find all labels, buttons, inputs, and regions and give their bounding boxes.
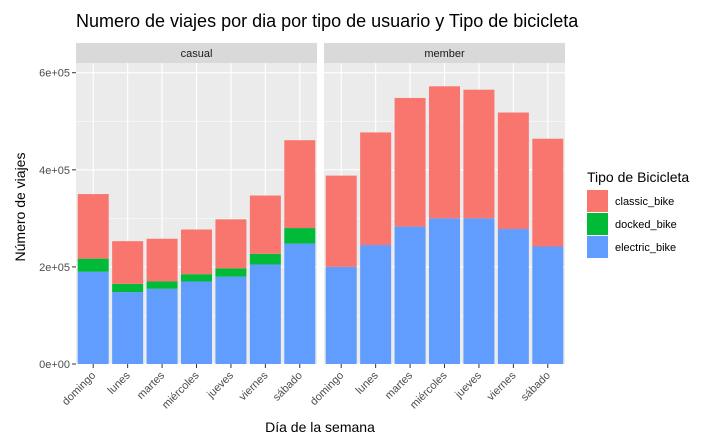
facet-strip-label: member — [424, 48, 465, 60]
bar-casual-lunes-classic_bike — [112, 241, 144, 284]
x-tick-label: martes — [383, 369, 416, 402]
chart-title: Numero de viajes por dia por tipo de usu… — [76, 11, 579, 31]
bar-member-lunes-electric_bike — [360, 245, 392, 364]
bar-casual-martes-electric_bike — [146, 288, 178, 364]
legend: Tipo de Bicicleta classic_bike docked_bik… — [587, 169, 689, 258]
bar-casual-viernes-docked_bike — [249, 253, 281, 265]
bar-casual-sábado-classic_bike — [284, 140, 316, 229]
x-tick-label: sábado — [271, 370, 305, 404]
bar-casual-sábado-docked_bike — [284, 228, 316, 244]
legend-key-electric_bike — [587, 236, 608, 258]
x-tick-label: jueves — [452, 369, 484, 401]
legend-key-docked_bike — [587, 213, 608, 235]
x-tick-label: martes — [135, 369, 168, 402]
facet-strip — [76, 43, 317, 63]
bar-member-viernes-classic_bike — [497, 112, 529, 230]
bar-casual-lunes-docked_bike — [112, 283, 144, 293]
bar-casual-martes-classic_bike — [146, 238, 178, 282]
bar-casual-jueves-classic_bike — [215, 219, 247, 269]
facet-strip-label: casual — [181, 48, 213, 60]
bar-member-lunes-classic_bike — [360, 132, 392, 246]
legend-label-docked_bike: docked_bike — [615, 219, 677, 231]
legend-title: Tipo de Bicicleta — [587, 169, 689, 185]
bar-casual-jueves-docked_bike — [215, 268, 247, 277]
x-tick-label: sábado — [519, 370, 553, 404]
x-tick-label: viernes — [485, 369, 519, 403]
y-axis-title: Número de viajes — [12, 153, 28, 262]
bar-casual-viernes-classic_bike — [249, 195, 281, 254]
bar-casual-martes-docked_bike — [146, 281, 178, 289]
bar-member-sábado-classic_bike — [532, 138, 564, 247]
bar-casual-domingo-electric_bike — [77, 271, 109, 364]
x-tick-label: domingo — [308, 370, 346, 408]
bar-member-sábado-electric_bike — [532, 246, 564, 364]
bar-member-jueves-classic_bike — [463, 89, 495, 219]
bar-casual-domingo-docked_bike — [77, 258, 109, 272]
legend-label-electric_bike: electric_bike — [615, 242, 676, 254]
y-axis: 0e+00 2e+05 4e+05 6e+05 — [39, 68, 76, 371]
x-tick-label: viernes — [237, 369, 271, 403]
bar-casual-jueves-electric_bike — [215, 276, 247, 364]
bar-casual-miércoles-classic_bike — [181, 229, 212, 275]
x-tick-label: lunes — [354, 369, 381, 396]
bar-casual-viernes-electric_bike — [249, 264, 281, 364]
y-tick-label: 6e+05 — [39, 68, 70, 80]
y-tick-label: 4e+05 — [39, 165, 70, 177]
x-tick-label: jueves — [204, 369, 236, 401]
bar-member-jueves-electric_bike — [463, 218, 495, 364]
bar-casual-domingo-classic_bike — [77, 194, 109, 259]
bar-member-miércoles-electric_bike — [429, 218, 460, 364]
bar-casual-miércoles-docked_bike — [181, 274, 212, 282]
facet-strip — [324, 43, 565, 63]
bar-member-viernes-electric_bike — [497, 229, 529, 364]
legend-key-classic_bike — [587, 190, 608, 212]
x-tick-label: miércoles — [408, 369, 450, 411]
bar-casual-lunes-electric_bike — [112, 292, 144, 364]
bar-member-miércoles-classic_bike — [429, 86, 460, 219]
bar-member-domingo-electric_bike — [325, 266, 357, 364]
x-tick-label: domingo — [60, 370, 98, 408]
bar-casual-miércoles-electric_bike — [181, 281, 212, 364]
bar-member-martes-electric_bike — [394, 226, 426, 364]
legend-label-classic_bike: classic_bike — [615, 196, 674, 208]
x-axis-title: Día de la semana — [265, 419, 375, 435]
bar-member-domingo-classic_bike — [325, 175, 357, 267]
y-tick-label: 0e+00 — [39, 359, 70, 371]
x-tick-label: lunes — [106, 369, 133, 396]
bar-casual-sábado-electric_bike — [284, 243, 316, 364]
y-tick-label: 2e+05 — [39, 262, 70, 274]
x-tick-label: miércoles — [160, 369, 202, 411]
bar-member-martes-classic_bike — [394, 97, 426, 227]
